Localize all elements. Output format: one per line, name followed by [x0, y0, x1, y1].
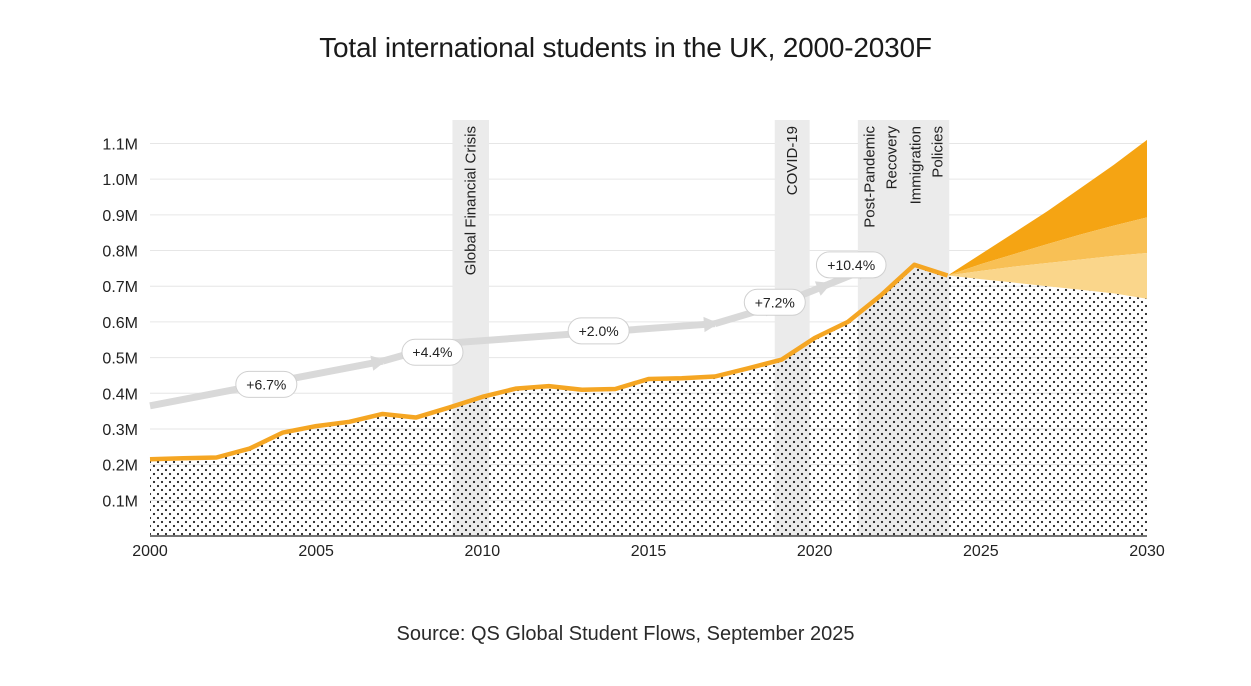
event-band-label: COVID-19: [784, 126, 801, 195]
y-tick-label: 0.9M: [102, 208, 138, 225]
chart-title: Total international students in the UK, …: [319, 32, 932, 63]
x-tick-label: 2030: [1129, 543, 1165, 560]
trend-label-pill: [235, 370, 298, 398]
x-tick-label: 2020: [797, 543, 833, 560]
x-tick-label: 2010: [465, 543, 501, 560]
trend-arrowhead: [814, 281, 832, 296]
event-band-label: Policies: [929, 126, 946, 178]
actual-line-layer: [149, 262, 949, 462]
y-tick-label: 0.6M: [102, 315, 138, 332]
x-tick-label: 2005: [298, 543, 334, 560]
x-tick-label: 2025: [963, 543, 999, 560]
y-tick-label: 0.7M: [102, 279, 138, 296]
y-tick-label: 0.4M: [102, 386, 138, 403]
trend-label: +2.0%: [579, 323, 619, 339]
trend-label: +7.2%: [755, 294, 795, 310]
trend-label: +10.4%: [827, 257, 875, 273]
trend-label: +4.4%: [412, 344, 452, 360]
y-tick-label: 0.8M: [102, 244, 138, 261]
x-tick-label: 2000: [132, 543, 168, 560]
axes: 0.1M 0.2M 0.3M 0.4M 0.5M 0.6M 0.7M 0.8M 0.9M 1.0M…: [102, 137, 1164, 561]
event-band-label: Global Financial Crisis: [463, 126, 480, 275]
forecast-fan: [947, 139, 1147, 299]
trend-label: +6.7%: [246, 376, 286, 392]
trend-label-pill: [567, 317, 630, 345]
trend-arrowhead: [703, 316, 719, 333]
trend-label-pill: [815, 251, 887, 279]
event-band-label: Recovery: [884, 126, 901, 190]
trend-labels: +6.7% +4.4% +2.0% +7.2% +10.4%: [235, 251, 887, 398]
trend-label-pill: [743, 288, 806, 316]
y-tick-label: 0.3M: [102, 422, 138, 439]
trend-label-pill: [401, 338, 464, 366]
y-tick-label: 1.0M: [102, 172, 138, 189]
forecast-low-band: [947, 253, 1147, 299]
forecast-high-band: [947, 139, 1147, 276]
source-note: Source: QS Global Student Flows, Septemb…: [396, 623, 855, 645]
event-band-label: Post-Pandemic: [862, 126, 879, 228]
dotted-area: [150, 264, 1147, 536]
y-tick-label: 0.1M: [102, 493, 138, 510]
event-band-labels: Global Financial Crisis COVID-19 Post-Pand…: [463, 126, 947, 276]
y-tick-label: 1.1M: [102, 137, 138, 154]
y-tick-label: 0.2M: [102, 458, 138, 475]
event-band-label: Immigration: [907, 126, 924, 204]
forecast-mid-band: [947, 217, 1147, 276]
y-tick-label: 0.5M: [102, 351, 138, 368]
actual-area: [150, 264, 1147, 536]
x-tick-label: 2015: [631, 543, 667, 560]
